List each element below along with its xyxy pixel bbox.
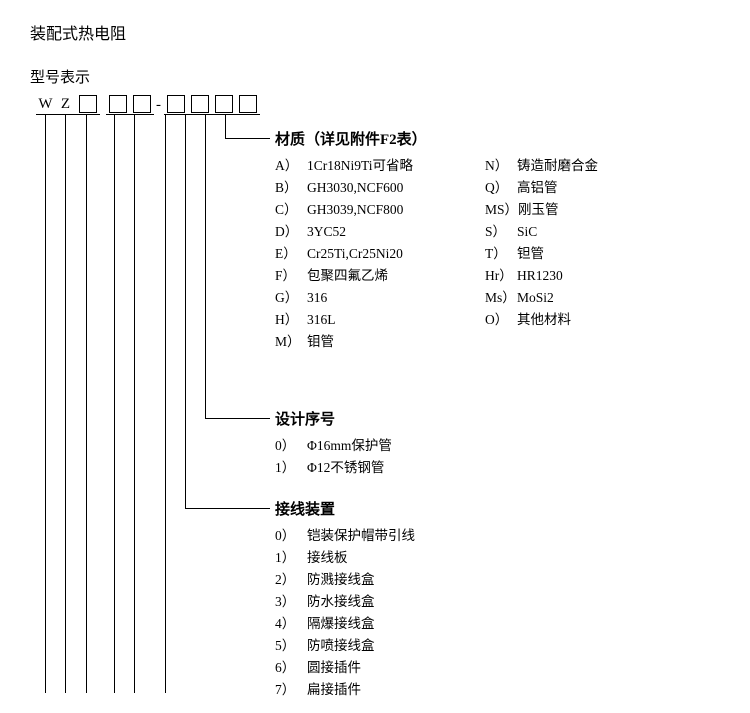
section-items: 0）铠装保护帽带引线1）接线板2）防溅接线盒3）防水接线盒4）隔爆接线盒5）防喷… — [275, 525, 535, 701]
list-item: 0）铠装保护帽带引线 — [275, 525, 535, 547]
code-box — [215, 95, 233, 113]
guide-vline — [45, 115, 46, 693]
section-items: A）1Cr18Ni9Ti可省略N）铸造耐磨合金B）GH3030,NCF600Q）… — [275, 155, 645, 353]
section-material: 材质（详见附件F2表） A）1Cr18Ni9Ti可省略N）铸造耐磨合金B）GH30… — [275, 128, 645, 353]
list-item: Ms）MoSi2 — [485, 287, 645, 309]
code-letter: W — [36, 95, 56, 115]
list-item: F）包聚四氟乙烯 — [275, 265, 485, 287]
list-item: M）钼管 — [275, 331, 485, 353]
code-box — [167, 95, 185, 113]
list-item — [485, 331, 645, 353]
model-code-row: WZ - — [36, 93, 260, 115]
guide-vline — [205, 115, 206, 418]
list-item: H）316L — [275, 309, 485, 331]
guide-vline — [134, 115, 135, 693]
list-item: G）316 — [275, 287, 485, 309]
list-item: 0）Φ16mm保护管 — [275, 435, 535, 457]
guide-vline — [185, 115, 186, 508]
guide-vline — [165, 115, 166, 693]
code-box — [239, 95, 257, 113]
section-header: 接线装置 — [275, 498, 535, 519]
code-box — [109, 95, 127, 113]
guide-vline — [114, 115, 115, 693]
list-item: N）铸造耐磨合金 — [485, 155, 645, 177]
code-box — [191, 95, 209, 113]
model-diagram: WZ - 材质（详见附件F2表） A）1Cr18Ni9Ti可省略N）铸造耐磨合金B）… — [30, 93, 720, 693]
list-item: A）1Cr18Ni9Ti可省略 — [275, 155, 485, 177]
list-item: O）其他材料 — [485, 309, 645, 331]
list-item: B）GH3030,NCF600 — [275, 177, 485, 199]
list-item: 1）Φ12不锈钢管 — [275, 457, 535, 479]
list-item: E）Cr25Ti,Cr25Ni20 — [275, 243, 485, 265]
list-item: D）3YC52 — [275, 221, 485, 243]
section-wiring: 接线装置 0）铠装保护帽带引线1）接线板2）防溅接线盒3）防水接线盒4）隔爆接线盒… — [275, 498, 535, 701]
list-item: 3）防水接线盒 — [275, 591, 535, 613]
section-items: 0）Φ16mm保护管1）Φ12不锈钢管 — [275, 435, 535, 479]
subtitle: 型号表示 — [30, 66, 720, 87]
guide-hline — [225, 138, 270, 139]
section-header: 材质（详见附件F2表） — [275, 128, 645, 149]
guide-vline — [86, 115, 87, 693]
section-header: 设计序号 — [275, 408, 535, 429]
list-item: MS）刚玉管 — [485, 199, 645, 221]
list-item: Q）高铝管 — [485, 177, 645, 199]
page-title: 装配式热电阻 — [30, 20, 720, 44]
code-dash: - — [154, 95, 164, 115]
section-design: 设计序号 0）Φ16mm保护管1）Φ12不锈钢管 — [275, 408, 535, 479]
list-item: S）SiC — [485, 221, 645, 243]
list-item: 6）圆接插件 — [275, 657, 535, 679]
list-item: 1）接线板 — [275, 547, 535, 569]
guide-hline — [205, 418, 270, 419]
list-item: C）GH3039,NCF800 — [275, 199, 485, 221]
list-item: 7）扁接插件 — [275, 679, 535, 701]
list-item: Hr）HR1230 — [485, 265, 645, 287]
list-item: 5）防喷接线盒 — [275, 635, 535, 657]
guide-vline — [225, 115, 226, 138]
code-box — [133, 95, 151, 113]
list-item: 2）防溅接线盒 — [275, 569, 535, 591]
list-item: T）钽管 — [485, 243, 645, 265]
code-box — [79, 95, 97, 113]
list-item: 4）隔爆接线盒 — [275, 613, 535, 635]
guide-vline — [65, 115, 66, 693]
code-letter: Z — [56, 95, 76, 115]
guide-hline — [185, 508, 270, 509]
